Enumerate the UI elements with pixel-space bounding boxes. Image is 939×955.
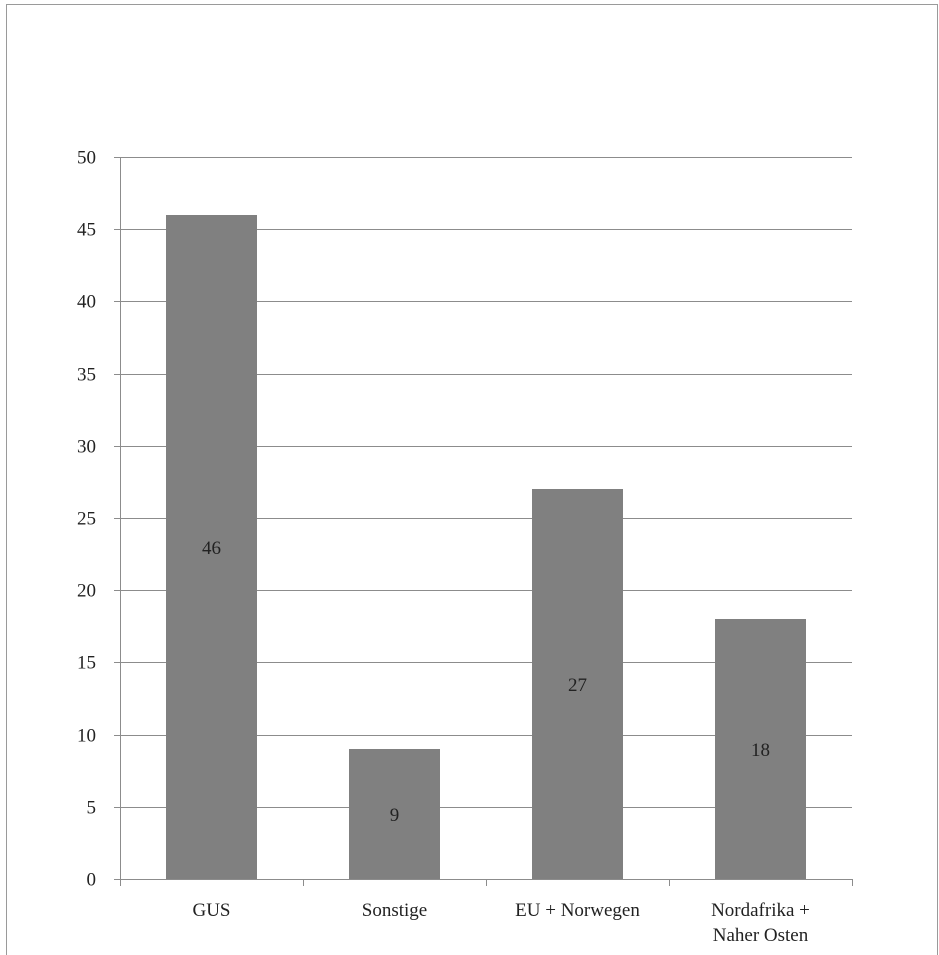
y-tick-label: 45: [77, 220, 96, 241]
x-tick-label: EU + Norwegen: [515, 900, 640, 921]
data-label: 46: [202, 538, 221, 559]
bar: [349, 749, 440, 879]
y-tick-label: 30: [77, 437, 96, 458]
y-tick-label: 25: [77, 509, 96, 530]
x-tick-label: Nordafrika + Naher Osten: [711, 900, 810, 946]
data-label: 27: [568, 675, 587, 696]
data-label: 18: [751, 740, 770, 761]
chart-frame: [6, 4, 938, 955]
y-tick-label: 5: [87, 798, 97, 819]
bar: [715, 619, 806, 879]
x-tick-label: Sonstige: [362, 900, 427, 921]
x-tick-label: GUS: [192, 900, 230, 921]
y-tick-label: 20: [77, 581, 96, 602]
y-tick-label: 50: [77, 148, 96, 169]
y-tick-label: 0: [87, 870, 97, 891]
bar: [532, 489, 623, 879]
y-tick-label: 10: [77, 726, 96, 747]
y-tick-label: 15: [77, 653, 96, 674]
bar: [166, 215, 257, 879]
data-label: 9: [390, 805, 400, 826]
y-tick-label: 40: [77, 292, 96, 313]
y-tick-label: 35: [77, 365, 96, 386]
